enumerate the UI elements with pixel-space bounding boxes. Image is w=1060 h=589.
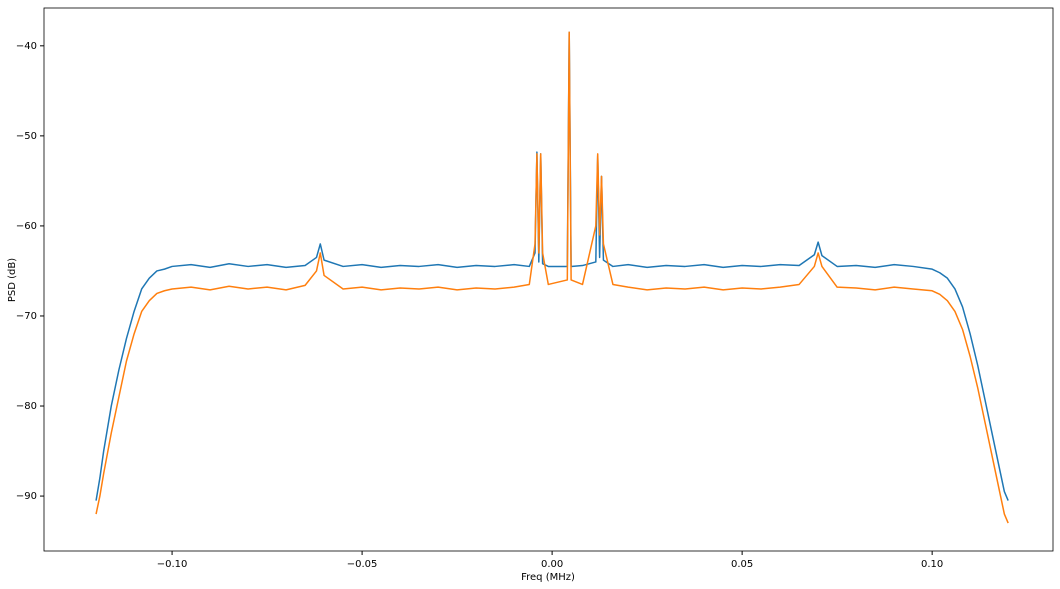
x-tick-label: 0.00 [541,559,563,570]
x-tick-label: 0.05 [731,559,753,570]
plot-frame [43,7,1054,552]
series-line [95,31,1009,524]
y-tick-label: −90 [16,491,37,502]
x-tick-label: −0.10 [157,559,188,570]
y-axis-label: PSD (dB) [7,258,18,302]
y-tick-label: −80 [16,401,37,412]
x-axis-label: Freq (MHz) [521,572,575,583]
x-tick-label: −0.05 [347,559,378,570]
x-tick-label: 0.10 [921,559,943,570]
y-tick-label: −40 [16,41,37,52]
y-tick-label: −50 [16,131,37,142]
y-tick-label: −60 [16,221,37,232]
y-tick-label: −70 [16,311,37,322]
